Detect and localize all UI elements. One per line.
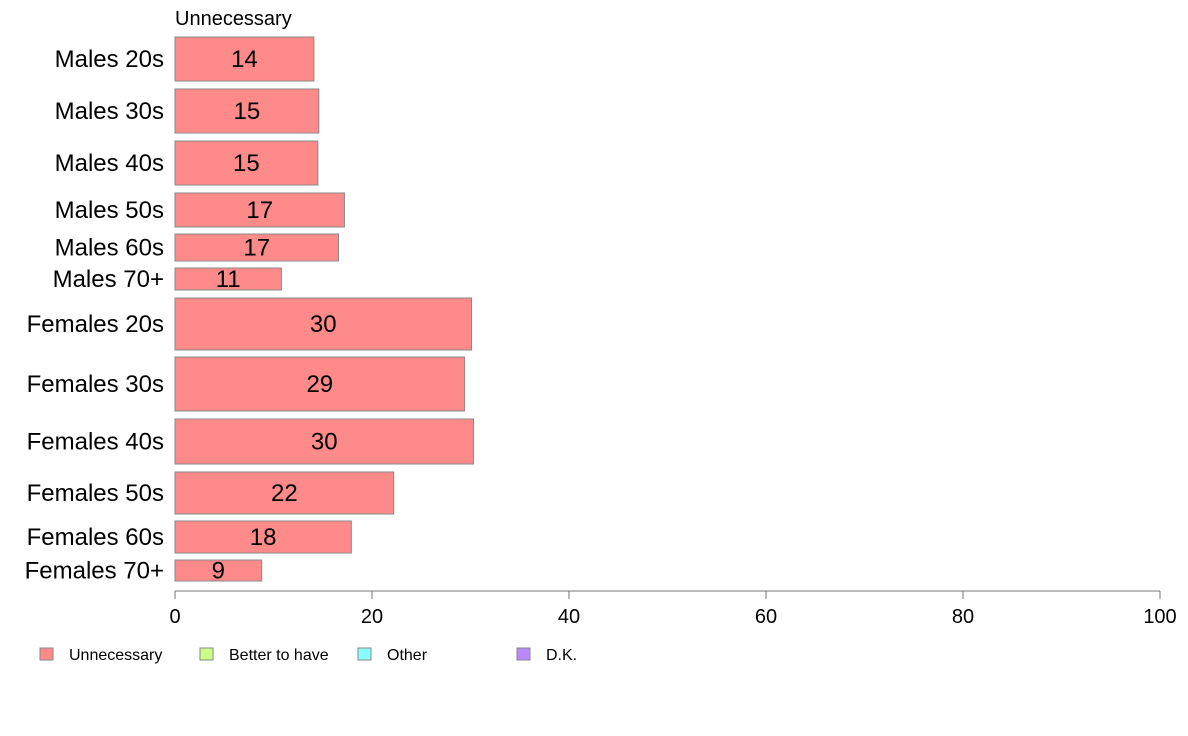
data-label: 15: [233, 150, 260, 177]
legend-swatch: [516, 647, 531, 661]
bar: [174, 520, 352, 554]
category-label: Males 70+: [53, 266, 164, 293]
category-label: Males 60s: [55, 235, 164, 262]
category-label: Females 40s: [27, 429, 164, 456]
data-label: 30: [310, 311, 337, 338]
category-label: Females 20s: [27, 311, 164, 338]
x-tick-label: 20: [361, 606, 383, 628]
bar: [174, 192, 345, 228]
bar: [174, 233, 340, 262]
data-label: 30: [311, 429, 338, 456]
bar: [174, 140, 319, 186]
data-label: 9: [212, 558, 225, 585]
bar: [174, 36, 315, 82]
category-label: Males 20s: [55, 46, 164, 73]
data-label: 18: [250, 524, 277, 551]
data-label: 17: [243, 235, 270, 262]
x-tick-label: 0: [169, 606, 180, 628]
category-label: Females 50s: [27, 480, 164, 507]
bar: [174, 418, 474, 465]
bars-layer: [174, 36, 474, 582]
data-label: 11: [216, 266, 241, 293]
data-label: 17: [246, 197, 273, 224]
category-label: Females 60s: [27, 524, 164, 551]
legend-swatch: [199, 647, 214, 661]
data-label: 29: [306, 371, 333, 398]
category-label: Males 40s: [55, 150, 164, 177]
x-tick-label: 40: [558, 606, 580, 628]
bar: [174, 88, 320, 134]
legend-label: Unnecessary: [69, 647, 162, 664]
x-axis: 0 20 40 60 80 100: [169, 590, 1177, 628]
bar: [174, 471, 395, 515]
x-tick-label: 60: [755, 606, 777, 628]
category-labels: Males 20s Males 30s Males 40s Males 50s Male…: [25, 46, 164, 585]
legend-label: D.K.: [546, 647, 577, 664]
legend-swatch: [357, 647, 372, 661]
x-tick-label: 80: [952, 606, 974, 628]
data-label: 14: [231, 46, 258, 73]
category-label: Males 30s: [55, 98, 164, 125]
category-label: Males 50s: [55, 197, 164, 224]
bar: [174, 356, 466, 412]
bar: [174, 267, 282, 291]
bar: [174, 559, 263, 582]
legend: Unnecessary Better to have Other D.K.: [39, 647, 577, 664]
data-label: 22: [271, 480, 298, 507]
legend-label: Other: [387, 647, 428, 664]
category-label: Females 70+: [25, 558, 164, 585]
series-title: Unnecessary: [175, 8, 292, 30]
category-label: Females 30s: [27, 371, 164, 398]
x-tick-label: 100: [1143, 606, 1176, 628]
legend-swatch: [39, 647, 54, 661]
data-label: 15: [234, 98, 261, 125]
bar: [174, 297, 472, 351]
legend-label: Better to have: [229, 647, 329, 664]
